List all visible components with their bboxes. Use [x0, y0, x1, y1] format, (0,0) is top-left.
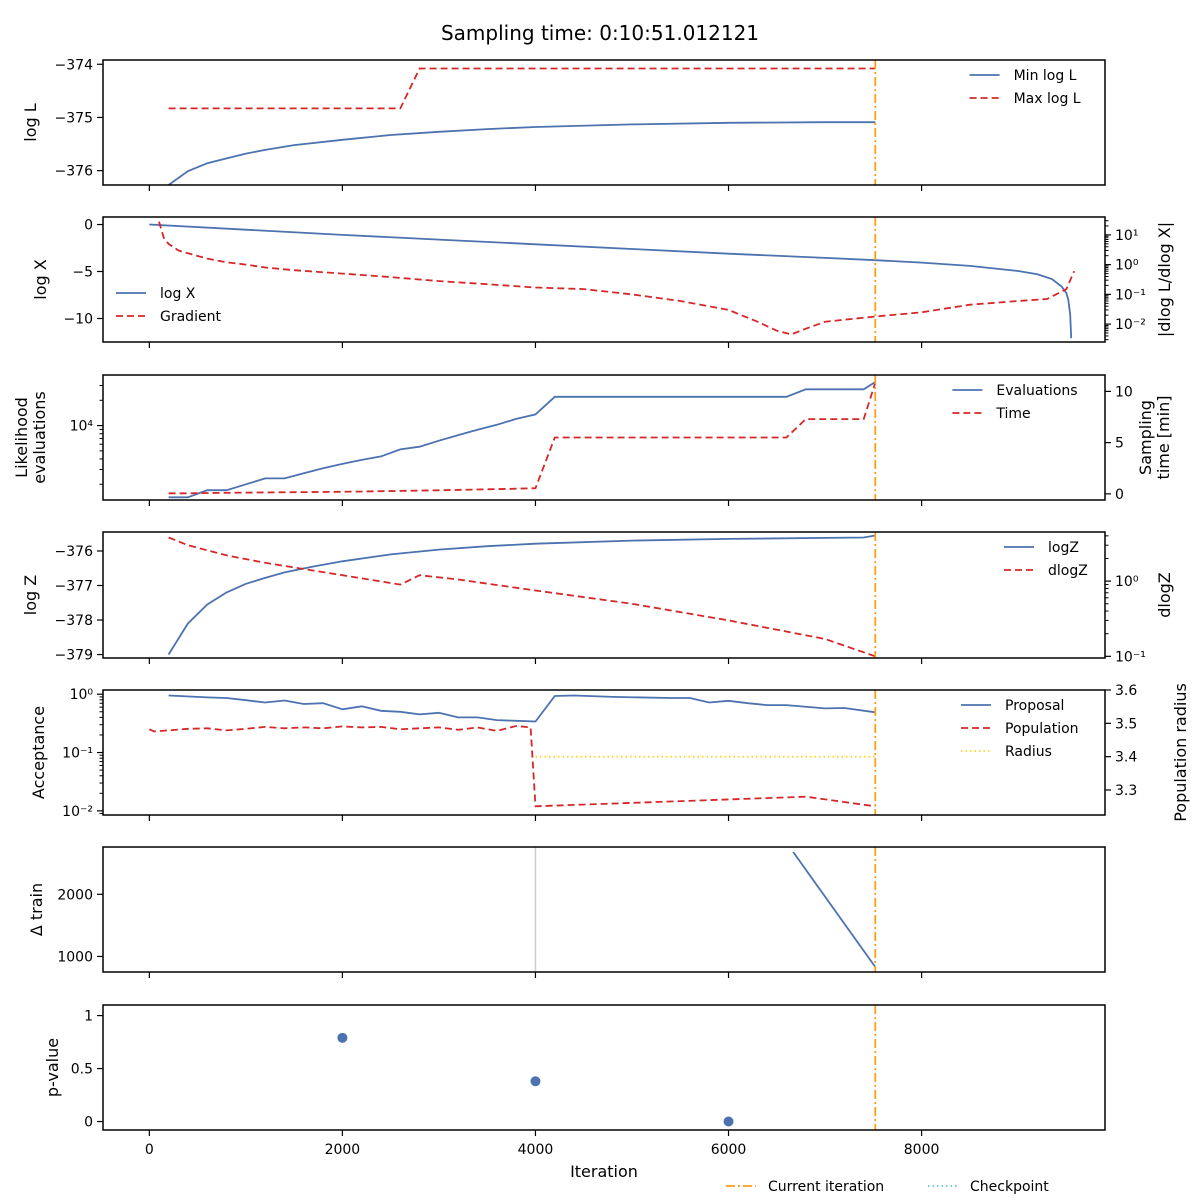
y-tick-label: −375	[55, 110, 93, 126]
y-axis-label: Likelihoodevaluations	[12, 391, 49, 484]
legend-label: Max log L	[1014, 91, 1081, 107]
x-tick-label: 2000	[325, 1142, 361, 1158]
y-axis-label: log Z	[21, 575, 40, 615]
series-max-log-l-line	[168, 67, 876, 110]
y-tick-label: −374	[55, 57, 94, 73]
axes-frame	[102, 374, 1106, 501]
x-tick-label: 8000	[904, 1142, 940, 1158]
subplot-6: 1000 2000 Δ train	[27, 846, 1106, 978]
legend-label: Evaluations	[996, 383, 1077, 399]
scatter-point	[337, 1032, 348, 1043]
x-tick-label: 6000	[711, 1142, 747, 1158]
y-tick-label: 10⁻²	[62, 804, 93, 820]
y-tick-label: −379	[55, 648, 93, 664]
legend-label: Population	[1005, 721, 1079, 737]
legend-label: Gradient	[160, 309, 221, 325]
axes-frame	[102, 531, 1106, 659]
subplot-4: −376 −377 −378 −379 10⁻¹ 10⁰ log Z dlogZ logZ dlo…	[21, 531, 1174, 665]
y-tick-label: 2000	[57, 887, 93, 903]
series-evaluations-line	[168, 381, 876, 499]
subplot-1: −376 −375 −374 log L Min log L Max log L	[21, 57, 1106, 191]
x-axis-label: Iteration	[570, 1162, 638, 1181]
y2-axis-label: Samplingtime [min]	[1136, 396, 1173, 480]
scatter-point	[723, 1116, 734, 1127]
y2-tick-label: 5	[1115, 436, 1124, 452]
figure-title: Sampling time: 0:10:51.012121	[441, 21, 759, 45]
y2-tick-label: 10⁻²	[1115, 317, 1146, 333]
y-tick-label: 0.5	[71, 1062, 93, 1078]
y-axis-label: Acceptance	[29, 706, 48, 799]
y-axis-label: Δ train	[27, 883, 46, 936]
y2-tick-label: 10⁰	[1115, 574, 1139, 590]
axes-frame	[102, 1004, 1106, 1131]
y-tick-label: 10⁰	[70, 687, 94, 703]
y-tick-label: 0	[84, 218, 93, 234]
series-dlogz-line	[168, 536, 876, 658]
y2-axis-label: |dlog L/dlog X|	[1155, 222, 1174, 337]
y-axis-label: log X	[31, 259, 50, 299]
y2-tick-label: 10⁻¹	[1115, 287, 1146, 303]
legend-label: log X	[160, 286, 196, 302]
scatter-point	[530, 1076, 541, 1087]
series-population-line	[148, 725, 876, 808]
y-tick-label: −377	[55, 579, 93, 595]
series-line-1-line	[792, 851, 877, 968]
legend: Evaluations Time	[952, 383, 1078, 422]
subplots: −376 −375 −374 log L Min log L Max log L 0 −5 −1…	[12, 57, 1190, 1158]
y-tick-label: −5	[72, 265, 93, 281]
axes-frame	[102, 216, 1106, 343]
y-tick-label: −10	[63, 312, 93, 328]
y-tick-label: 0	[84, 1115, 93, 1131]
legend-label: dlogZ	[1048, 563, 1088, 579]
y2-tick-label: 10	[1115, 384, 1133, 400]
subplot-5: 10⁻² 10⁻¹ 10⁰ 3.3 3.4 3.5 3.6 Acceptance Populat…	[29, 683, 1190, 822]
legend-label: Time	[995, 406, 1030, 422]
series-min-log-l-line	[168, 121, 876, 185]
y-tick-label: 1	[84, 1009, 93, 1025]
y2-axis-label: Population radius	[1171, 683, 1190, 822]
legend-label: logZ	[1048, 540, 1079, 556]
figure-legend: Current iteration Checkpoint	[726, 1179, 1049, 1195]
y-tick-label: −376	[55, 164, 94, 180]
legend-label: Proposal	[1005, 698, 1064, 714]
y-axis-label: log L	[21, 103, 40, 141]
y2-tick-label: 3.6	[1115, 683, 1137, 699]
legend: Min log L Max log L	[969, 68, 1081, 107]
y-tick-label: 10⁻¹	[62, 746, 93, 762]
y-tick-label: 1000	[57, 949, 93, 965]
subplot-2: 0 −5 −10 10⁻² 10⁻¹ 10⁰ 10¹ log X |dlog L/dlog X|…	[31, 216, 1174, 348]
legend-label: Min log L	[1014, 68, 1077, 84]
x-tick-label: 0	[145, 1142, 154, 1158]
y-tick-label: −376	[55, 544, 94, 560]
legend-label: Radius	[1005, 744, 1052, 760]
legend: log X Gradient	[116, 286, 221, 325]
y2-tick-label: 10¹	[1115, 228, 1138, 244]
axes-frame	[102, 59, 1106, 186]
legend: logZ dlogZ	[1004, 540, 1088, 579]
y2-tick-label: 3.4	[1115, 750, 1137, 766]
subplot-7: 0 2000 4000 6000 8000 0 0.5 1 p-value	[43, 1004, 1106, 1158]
axes-frame	[102, 846, 1106, 973]
series-time-line	[168, 382, 877, 495]
x-tick-label: 4000	[518, 1142, 554, 1158]
y-tick-label: −378	[55, 613, 93, 629]
y2-tick-label: 3.5	[1115, 716, 1137, 732]
y2-tick-label: 3.3	[1115, 783, 1137, 799]
subplot-3: 10⁴ 0 5 10 Likelihoodevaluations Samplingtime…	[12, 374, 1173, 506]
y2-tick-label: 0	[1115, 487, 1124, 503]
y2-tick-label: 10⁻¹	[1115, 649, 1146, 665]
legend: Proposal Population Radius	[961, 698, 1079, 760]
axes-frame	[102, 689, 1106, 816]
legend-label: Checkpoint	[970, 1179, 1049, 1195]
series-logz-line	[167, 534, 876, 655]
series-gradient-line	[158, 221, 1075, 336]
y2-axis-label: dlogZ	[1155, 572, 1174, 618]
y2-tick-label: 10⁰	[1115, 258, 1139, 274]
legend-label: Current iteration	[768, 1179, 884, 1195]
y-axis-label: p-value	[43, 1038, 62, 1097]
series-proposal-line	[168, 694, 876, 723]
series-log-x-line	[149, 223, 1073, 339]
y-tick-label: 10⁴	[70, 419, 94, 435]
